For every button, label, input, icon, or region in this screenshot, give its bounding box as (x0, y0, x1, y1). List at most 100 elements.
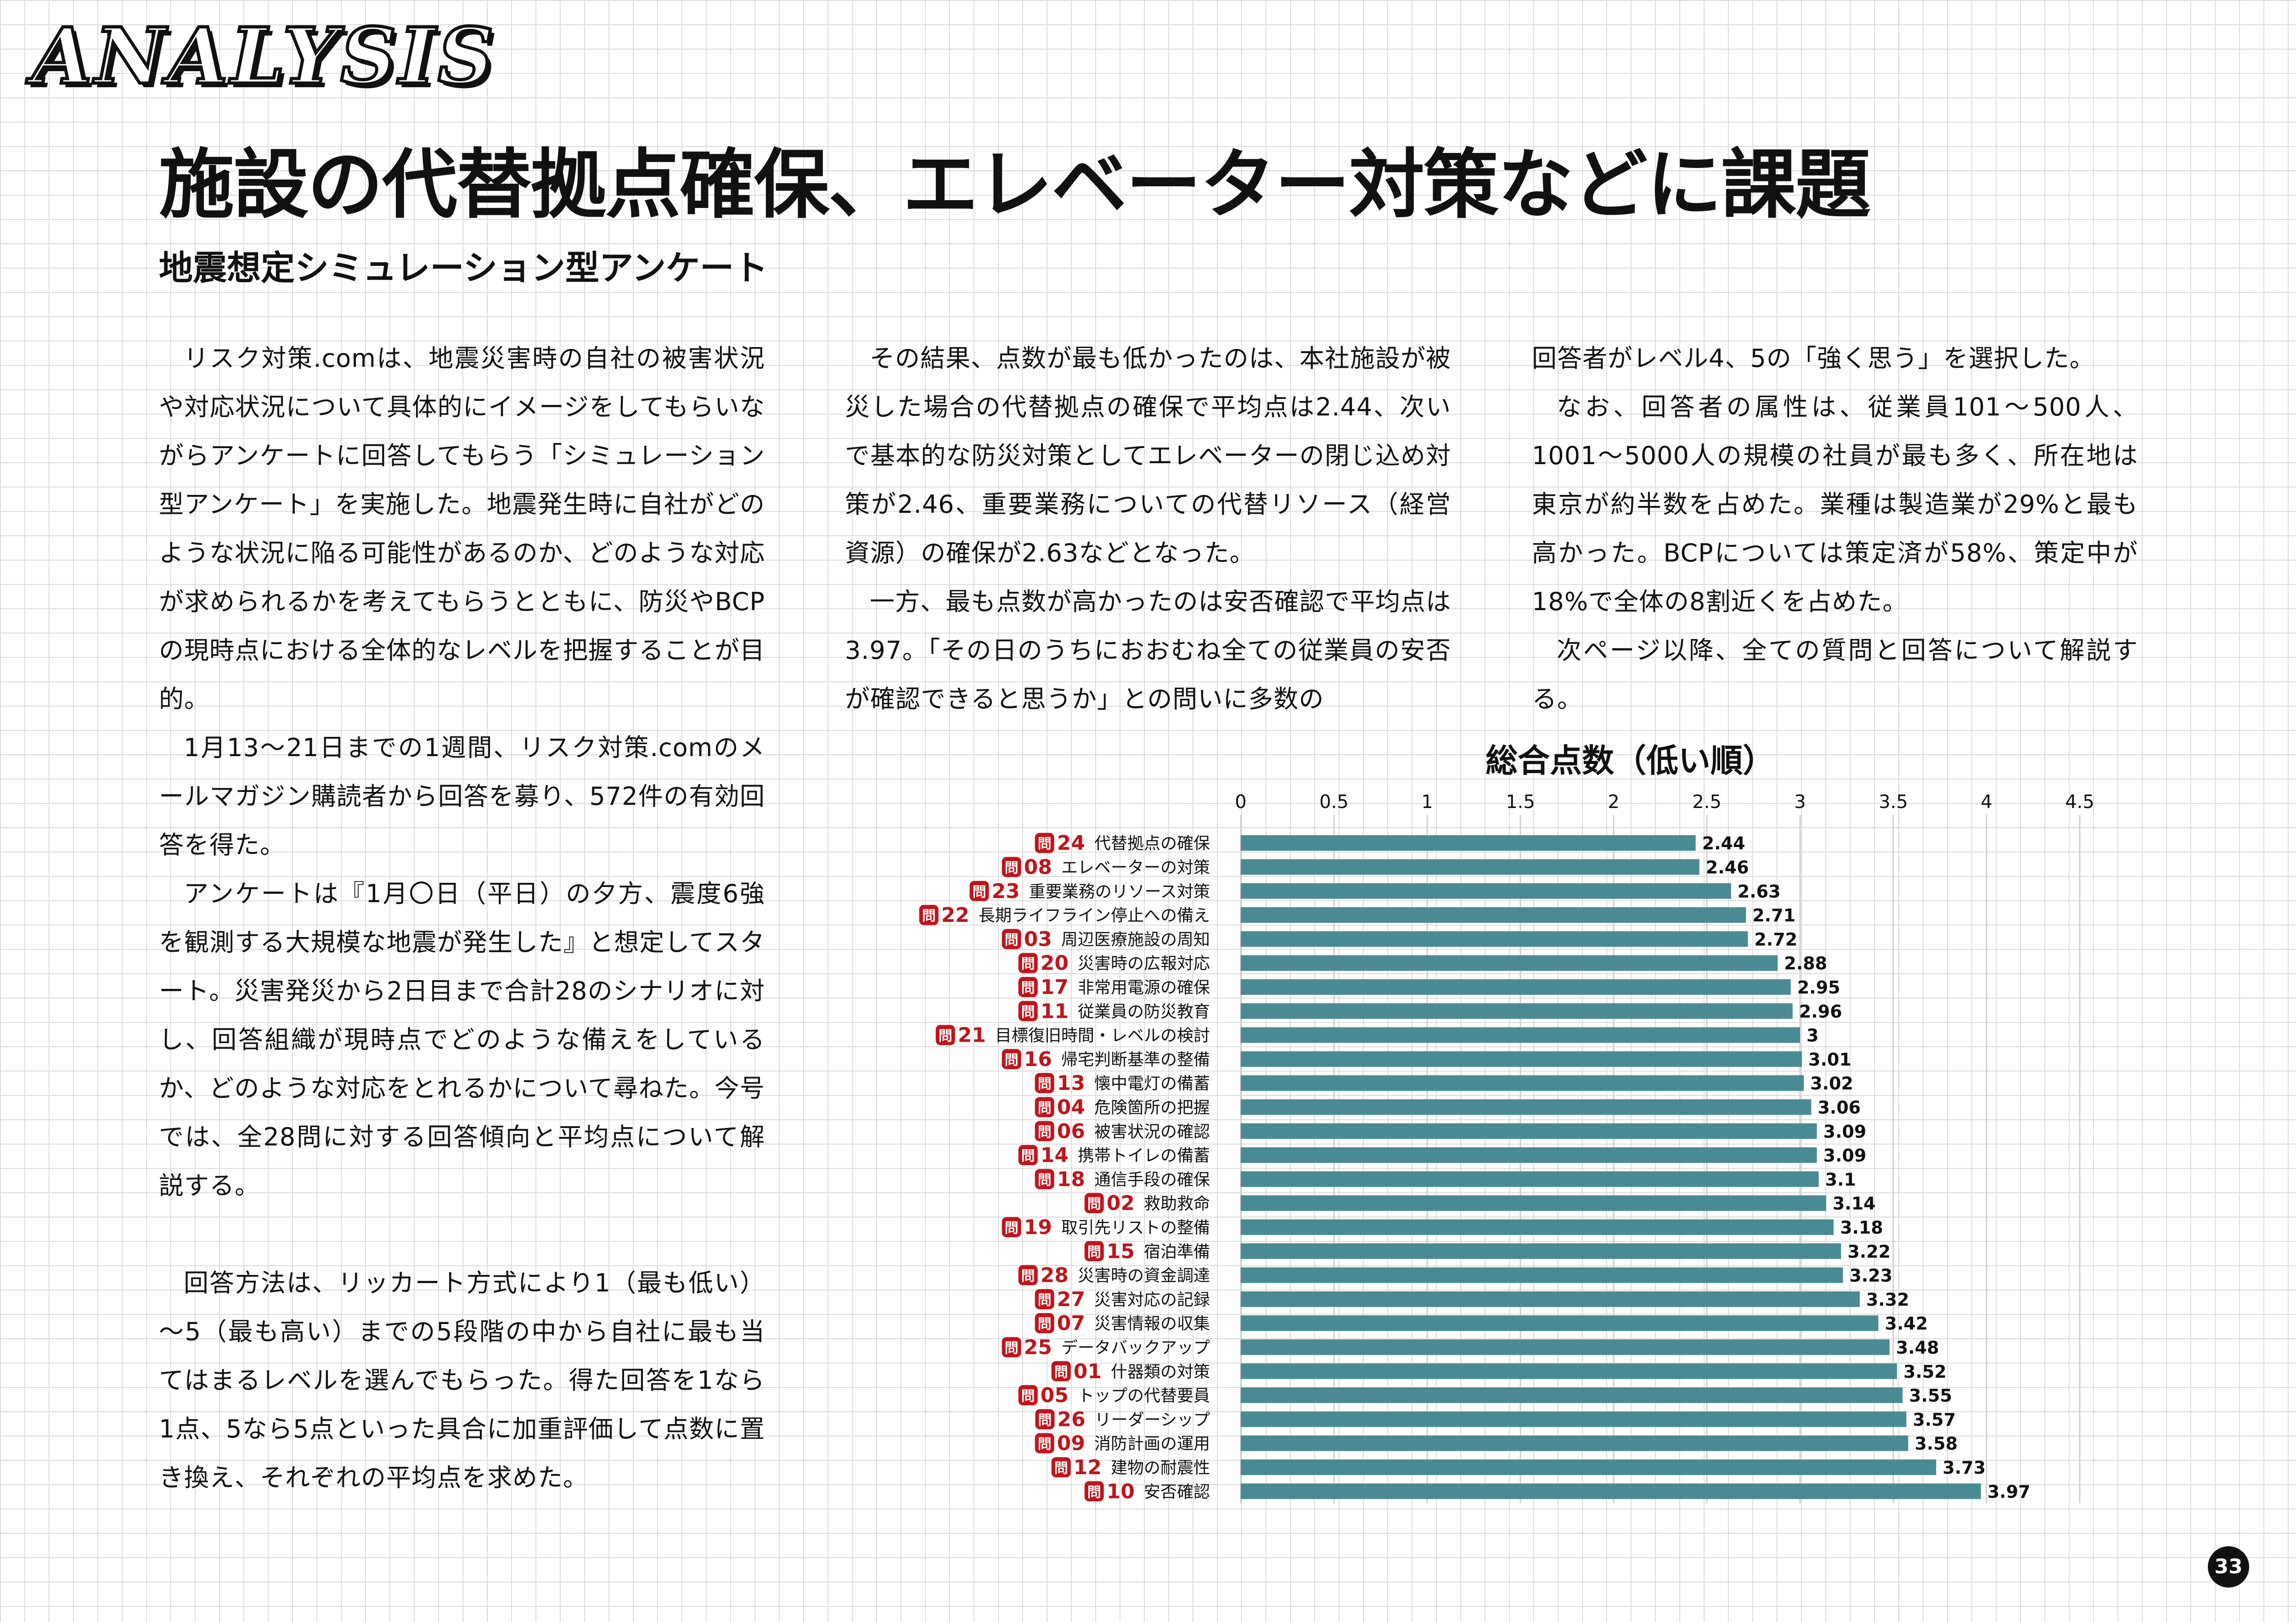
question-number-label: 26 (1057, 1408, 1085, 1431)
paragraph: 次ページ以降、全ての質問と回答について解説する。 (1532, 636, 2138, 713)
bar (1241, 1195, 1826, 1211)
question-badge-text: 問 (1054, 1364, 1068, 1381)
bar (1241, 1363, 1897, 1379)
score-bar-chart: 0 0.5 1 1.5 2 2.5 3 3.5 4 4.5 2.44 代替拠点の確保 24 問 2.46 エレ… (919, 794, 2094, 1504)
bar (1241, 1027, 1800, 1043)
question-badge (1018, 1265, 1038, 1285)
question-badge-text: 問 (1021, 956, 1035, 972)
question-number-label: 08 (1024, 855, 1052, 879)
question-badge (1035, 1097, 1054, 1117)
bar (1241, 979, 1791, 995)
question-badge-text: 問 (1038, 1437, 1052, 1453)
category-label: 災害対応の記録 (1094, 1291, 1210, 1309)
data-label: 3.22 (1847, 1241, 1891, 1262)
question-badge (1035, 1409, 1055, 1430)
category-label: 被害状況の確認 (1094, 1122, 1210, 1141)
question-badge-text: 問 (1021, 980, 1035, 996)
question-badge-text: 問 (1087, 1484, 1101, 1500)
question-number-label: 20 (1041, 952, 1069, 975)
paragraph: リスク対策.comは、地震災害時の自社の被害状況や対応状況について具体的にイメー… (159, 344, 765, 713)
question-badge-text: 問 (1021, 1268, 1035, 1285)
data-label: 2.96 (1799, 1001, 1842, 1021)
question-number-label: 28 (1041, 1264, 1069, 1287)
headline: 施設の代替拠点確保、エレベーター対策などに課題 (159, 141, 1871, 229)
body-column-2: その結果、点数が最も低かったのは、本社施設が被災した場合の代替拠点の確保で平均点… (845, 334, 1451, 724)
section-label: ANALYSIS (31, 11, 496, 101)
question-badge (969, 881, 989, 901)
question-badge (1018, 953, 1038, 973)
bar (1241, 1171, 1819, 1187)
data-label: 3.32 (1866, 1290, 1909, 1310)
question-badge-text: 問 (973, 884, 986, 900)
question-badge-text: 問 (1005, 860, 1019, 876)
question-number-label: 24 (1057, 831, 1085, 855)
question-number-label: 25 (1024, 1336, 1052, 1359)
category-label: 災害情報の収集 (1094, 1314, 1210, 1333)
question-number-label: 18 (1057, 1167, 1085, 1191)
body-column-3: 回答者がレベル4、5の「強く思う」を選択した。 なお、回答者の属性は、従業員10… (1532, 334, 2138, 724)
data-label: 3.18 (1840, 1218, 1883, 1238)
bar (1241, 1267, 1843, 1283)
x-tick-label: 2 (1608, 794, 1619, 813)
question-badge (1035, 1169, 1054, 1190)
question-badge (1002, 1049, 1021, 1069)
bar (1241, 1219, 1834, 1235)
bar (1241, 1147, 1817, 1163)
category-label: 長期ライフライン停止への備え (979, 906, 1210, 925)
data-label: 3 (1806, 1026, 1818, 1046)
question-badge-text: 問 (1038, 1292, 1052, 1308)
question-number-label: 19 (1024, 1216, 1052, 1239)
question-badge (1018, 1001, 1038, 1021)
data-label: 3.1 (1825, 1169, 1856, 1190)
data-label: 3.52 (1903, 1362, 1947, 1382)
question-number-label: 12 (1074, 1456, 1102, 1479)
question-badge-text: 問 (1087, 1244, 1101, 1260)
category-label: リーダーシップ (1095, 1410, 1210, 1429)
bar (1241, 907, 1746, 923)
body-column-1: リスク対策.comは、地震災害時の自社の被害状況や対応状況について具体的にイメー… (159, 334, 765, 1502)
question-badge-text: 問 (1038, 1412, 1052, 1428)
bar (1241, 1003, 1793, 1019)
bar (1241, 1099, 1812, 1115)
category-label: 非常用電源の確保 (1078, 978, 1210, 997)
question-badge (1051, 1457, 1071, 1477)
question-badge (1084, 1481, 1104, 1502)
question-badge (1084, 1193, 1104, 1213)
bar (1241, 1075, 1804, 1091)
category-label: 建物の耐震性 (1111, 1459, 1210, 1477)
bar (1241, 1315, 1879, 1331)
question-badge (1084, 1241, 1104, 1262)
question-number-label: 04 (1057, 1095, 1085, 1119)
question-badge-text: 問 (1038, 836, 1052, 852)
bar (1241, 1051, 1802, 1067)
question-badge-text: 問 (1021, 1388, 1035, 1404)
question-badge (1035, 1121, 1054, 1141)
question-number-label: 16 (1024, 1048, 1052, 1071)
x-tick-label: 1 (1421, 794, 1433, 813)
data-label: 3.73 (1942, 1458, 1986, 1478)
bar (1241, 1339, 1890, 1355)
category-label: データバックアップ (1061, 1338, 1210, 1357)
data-label: 3.09 (1823, 1122, 1867, 1142)
question-badge (1035, 1313, 1054, 1334)
category-label: 懐中電灯の備蓄 (1094, 1074, 1210, 1093)
question-number-label: 05 (1041, 1384, 1069, 1407)
category-label: 帰宅判断基準の整備 (1061, 1050, 1210, 1069)
question-badge (1035, 1073, 1054, 1094)
x-tick-label: 0.5 (1319, 794, 1349, 813)
paragraph: アンケートは『1月〇日（平日）の夕方、震度6強を観測する大規模な地震が発生した』… (159, 879, 765, 1200)
question-badge-text: 問 (1021, 1004, 1035, 1020)
paragraph: なお、回答者の属性は、従業員101～500人、1001～5000人の規模の社員が… (1532, 393, 2138, 616)
bar (1241, 955, 1778, 971)
category-label: 目標復旧時間・レベルの検討 (995, 1027, 1210, 1045)
question-badge-text: 問 (1038, 1172, 1052, 1188)
data-label: 2.72 (1754, 929, 1797, 949)
category-label: 救助救命 (1144, 1195, 1210, 1213)
bar (1241, 859, 1699, 875)
data-label: 3.06 (1818, 1097, 1861, 1117)
category-label: 什器類の対策 (1111, 1363, 1210, 1381)
category-label: 宿泊準備 (1144, 1242, 1210, 1261)
data-label: 2.95 (1797, 977, 1840, 998)
category-label: 安否確認 (1144, 1482, 1210, 1501)
category-label: トップの代替要員 (1078, 1386, 1210, 1405)
